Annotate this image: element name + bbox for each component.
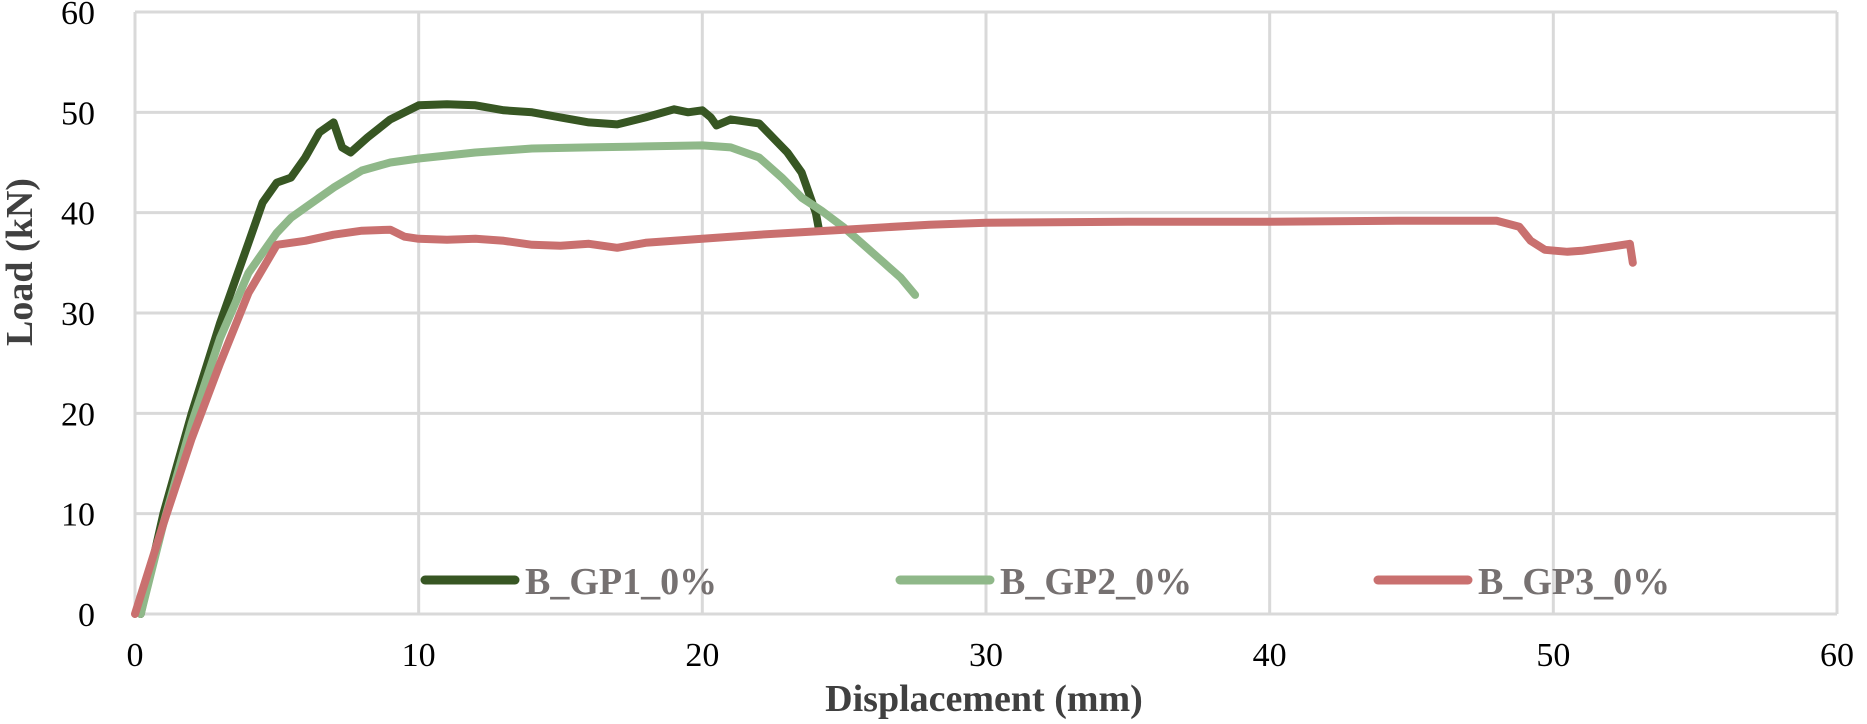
- y-tick-label: 60: [61, 0, 95, 32]
- x-axis-title: Displacement (mm): [825, 678, 1143, 720]
- x-tick-label: 50: [1536, 637, 1570, 674]
- y-tick-label: 40: [61, 196, 95, 233]
- series-line-1: [136, 100, 823, 618]
- x-tick-label: 30: [969, 637, 1003, 674]
- y-tick-label: 30: [61, 296, 95, 333]
- legend-label: B_GP2_0%: [1000, 561, 1192, 603]
- legend: B_GP1_0% B_GP2_0% B_GP3_0%: [420, 561, 1670, 603]
- x-tick-label: 10: [402, 637, 436, 674]
- y-tick-label: 0: [78, 597, 95, 634]
- y-tick-label: 50: [61, 95, 95, 132]
- x-tick-label: 0: [127, 637, 144, 674]
- y-axis-title: Load (kN): [0, 178, 41, 346]
- x-tick-label: 40: [1253, 637, 1287, 674]
- tick-labels: 0 10 20 30 40 50 60 0 10 20 30 40 50 60: [61, 0, 1854, 674]
- legend-label: B_GP1_0%: [525, 561, 717, 603]
- x-tick-label: 60: [1820, 637, 1854, 674]
- series-line-2: [136, 141, 920, 618]
- y-tick-label: 20: [61, 396, 95, 433]
- legend-label: B_GP3_0%: [1478, 561, 1670, 603]
- y-tick-label: 10: [61, 497, 95, 534]
- x-tick-label: 20: [685, 637, 719, 674]
- grid-lines: [133, 10, 1839, 616]
- series-lines: [131, 100, 1637, 618]
- series-line-3: [131, 216, 1637, 618]
